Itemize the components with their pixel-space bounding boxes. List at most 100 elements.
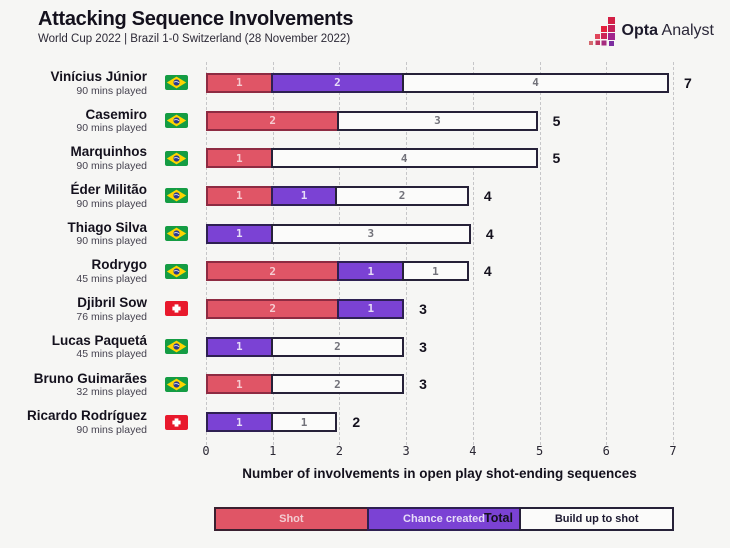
bar-segment-chance-created: 1 [206,223,273,244]
x-tick-7: 7 [669,444,677,458]
total-value: 5 [552,150,561,167]
bar-segment-chance-created: 1 [337,261,405,282]
player-minutes: 90 mins played [76,159,147,172]
player-minutes: 90 mins played [76,197,147,210]
header: Attacking Sequence Involvements World Cu… [0,0,730,62]
bar-segment-shot: 1 [206,72,273,93]
player-row: Rodrygo 45 mins played 2 1 1 4 [0,252,730,290]
switzerland-flag-icon [147,414,206,430]
x-tick-0: 0 [202,444,210,458]
brazil-flag-icon [147,150,206,166]
player-label: Bruno Guimarães 32 mins played [0,371,147,399]
legend-wrap: Shot Chance created Build up to shot Tot… [0,62,730,548]
brazil-flag-icon [147,226,206,242]
player-label: Thiago Silva 90 mins played [0,220,147,248]
legend-total-label: Total [484,511,513,525]
page-subtitle: World Cup 2022 | Brazil 1-0 Switzerland … [38,33,351,45]
player-row: Vinícius Júnior 90 mins played 1 2 4 7 [0,64,730,102]
player-minutes: 90 mins played [76,122,147,135]
total-value: 4 [483,187,492,204]
brazil-flag-icon [147,339,206,355]
player-name: Djibril Sow [77,295,147,311]
player-minutes: 90 mins played [76,423,147,436]
player-minutes: 90 mins played [76,235,147,248]
player-row: Éder Militão 90 mins played 1 1 2 4 [0,177,730,215]
total-value: 3 [419,300,427,317]
logo-text-light: Analyst [661,22,714,39]
player-minutes: 32 mins played [76,386,147,399]
player-label: Marquinhos 90 mins played [0,144,148,172]
total-value: 3 [419,338,427,355]
bar-segment-shot: 2 [206,261,340,282]
x-axis: 0 1 2 3 4 5 6 7 [202,444,677,460]
total-value: 4 [483,263,492,280]
total-value: 5 [552,112,561,129]
player-minutes: 90 mins played [76,84,147,97]
player-minutes: 45 mins played [76,273,147,285]
bar-segment-build-up: 4 [270,148,538,169]
bar-segment-chance-created: 1 [337,298,405,319]
player-label: Lucas Paquetá 45 mins played [0,333,147,361]
page-title: Attacking Sequence Involvements [38,8,354,30]
player-label: Djibril Sow 76 mins played [0,295,147,323]
player-row: Ricardo Rodríguez 90 mins played 1 1 2 [0,403,730,441]
player-row: Thiago Silva 90 mins played 1 3 4 [0,215,730,253]
player-row: Bruno Guimarães 32 mins played 1 2 3 [0,366,730,404]
logo-text-bold: Opta [621,22,658,39]
bar-segment-build-up: 2 [270,374,405,395]
bar-segment-shot: 2 [206,298,340,319]
logo-text: Opta Analyst [622,22,714,40]
opta-analyst-logo: Opta Analyst [586,16,714,46]
legend-item-build-up-to-shot: Build up to shot [519,507,675,531]
player-name: Lucas Paquetá [51,332,147,348]
bar-segment-build-up: 3 [337,110,538,131]
x-tick-3: 3 [402,444,410,458]
player-label: Vinícius Júnior 90 mins played [0,69,147,97]
chart-area: Vinícius Júnior 90 mins played 1 2 4 7 Casemir… [0,62,730,548]
bar-segment-build-up: 1 [402,261,469,282]
player-label: Casemiro 90 mins played [0,107,147,135]
player-row: Marquinhos 90 mins played 1 4 5 [0,139,730,177]
player-minutes: 76 mins played [76,310,147,323]
bar-segment-build-up: 1 [270,412,338,433]
legend-item-shot: Shot [214,507,369,531]
x-tick-6: 6 [602,444,610,458]
legend: Shot Chance created Build up to shot [214,507,675,531]
player-name: Ricardo Rodríguez [26,408,147,424]
player-name: Thiago Silva [67,219,147,235]
brazil-flag-icon [147,188,206,204]
player-label: Éder Militão 90 mins played [0,182,147,210]
legend-item-chance-created: Chance created [366,507,522,531]
bar-segment-shot: 1 [206,148,273,169]
player-row: Lucas Paquetá 45 mins played 1 2 3 [0,328,730,366]
switzerland-flag-icon [147,301,206,317]
player-name: Marquinhos [70,144,148,160]
player-minutes: 45 mins played [76,348,147,361]
x-tick-2: 2 [335,444,344,458]
player-label: Rodrygo 45 mins played [0,257,147,285]
player-row: Casemiro 90 mins played 2 3 5 [0,102,730,140]
total-value: 3 [419,376,427,393]
player-label: Ricardo Rodríguez 90 mins played [0,408,147,436]
bar-segment-build-up: 3 [270,223,471,244]
bar-segment-build-up: 4 [402,72,669,93]
player-name: Rodrygo [91,257,148,273]
brazil-flag-icon [147,376,206,392]
bar-segment-build-up: 2 [270,336,405,357]
bar-rows: Vinícius Júnior 90 mins played 1 2 4 7 Casemir… [0,64,730,441]
player-name: Bruno Guimarães [33,370,147,386]
x-tick-1: 1 [269,444,277,458]
x-tick-5: 5 [535,444,544,458]
total-value: 7 [683,74,692,91]
player-name: Éder Militão [70,182,147,198]
